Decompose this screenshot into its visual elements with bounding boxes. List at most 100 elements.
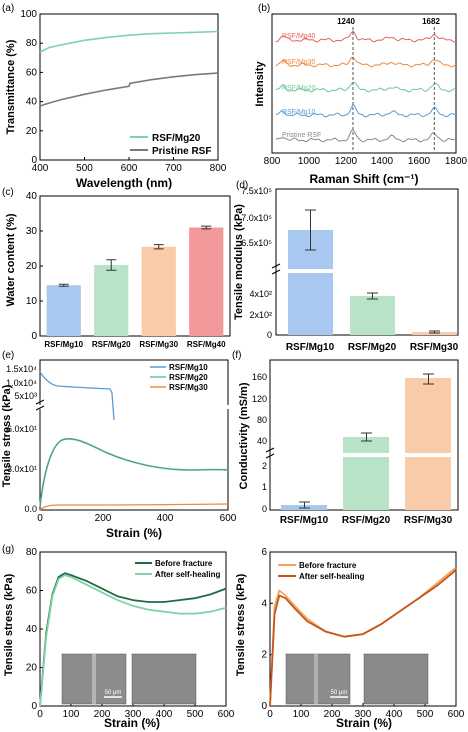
c-plot-ytick-label: 40 [26, 191, 38, 202]
d-ytick-upper-0: 7.5x10⁵ [241, 186, 272, 196]
panel-g-right-legend: Before fracture After self-healing [278, 561, 364, 581]
g2-plot-xtick-label: 100 [293, 709, 310, 720]
panel-e: (e) 1.5x10⁴ 1.0x10⁴ 5x10³ 6.0x10¹ 3.0x10… [1, 350, 237, 540]
panel-g-right-ylabel: Tensile stress (kPa) [235, 573, 247, 676]
b-tick-1600: 1600 [408, 156, 431, 167]
panel-e-ylabel: Tensile stress (kPa) [1, 384, 13, 487]
panel-b-label: (b) [258, 3, 270, 14]
c-plot-xtick-label: RSF/Mg20 [92, 340, 131, 349]
c-plot-xtick-label: RSF/Mg30 [139, 340, 178, 349]
panel-d-ylabel: Tensile modulus (kPa) [233, 204, 245, 320]
g1-plot-xtick-label: 100 [63, 709, 80, 720]
c-plot-errorbar-1 [106, 259, 117, 271]
e-ytick-upper-1: 1.0x10⁴ [6, 378, 37, 388]
e-curve-mg10 [39, 371, 115, 421]
panel-f-label: (f) [232, 350, 241, 361]
panel-a-ylabel: Transmittance (%) [5, 39, 17, 134]
f-error-mg30 [423, 373, 434, 385]
panel-g-label: (g) [2, 544, 14, 555]
panel-f: (f) 160 120 80 40 2 1 0 RSF/Mg10 RSF/Mg2… [232, 350, 459, 526]
b-label-mg30: RSF/Mg30 [282, 59, 316, 66]
d-bar-mg20 [350, 296, 395, 335]
d-xtick-mg30: RSF/Mg30 [410, 342, 459, 353]
g1-legend-label-before: Before fracture [155, 559, 213, 568]
g2-plot-ytick-label: 0 [261, 701, 267, 712]
e-break-band [36, 405, 232, 409]
c-plot-ytick-label: 20 [26, 261, 38, 272]
a-plot-xtick-label: 500 [76, 163, 93, 174]
f-ytick-upper-1: 120 [252, 394, 267, 404]
legend-label-rsf-mg20: RSF/Mg20 [152, 133, 201, 144]
e-axis-break-mark [35, 399, 45, 411]
c-plot-xtick-label: RSF/Mg10 [44, 340, 83, 349]
panel-c: (c) 0 10 20 30 40 RSF/Mg10 RSF/Mg20 RSF/Mg30 RSF… [2, 187, 231, 349]
g1-scale-label: 50 μm [105, 690, 122, 696]
e-ytick-upper-2: 5x10³ [14, 391, 37, 401]
b-label-mg10: RSF/Mg10 [282, 109, 316, 116]
panel-g-left-xlabel: Strain (%) [104, 716, 160, 730]
d-ytick-lower-0: 4x10² [249, 289, 272, 299]
g2-plot-xtick-label: 400 [386, 709, 403, 720]
b-tick-1200: 1200 [335, 156, 358, 167]
c-plot-errorbar-3 [201, 225, 212, 230]
d-error-mg30 [429, 330, 440, 334]
f-ytick-lower-2: 0 [262, 504, 267, 514]
b-label-pristine: Pristine RSF [282, 132, 321, 139]
g2-inset-crack-mark [314, 654, 318, 704]
b-spectrum-2 [275, 81, 457, 93]
panel-a-legend: RSF/Mg20 Pristine RSF [130, 133, 211, 157]
g1-inset-after [131, 653, 197, 705]
f-error-mg20 [361, 432, 372, 442]
e-xtick-600: 600 [220, 513, 237, 524]
b-tick-1000: 1000 [298, 156, 321, 167]
annotation-1240: 1240 [337, 17, 355, 26]
b-label-mg20: RSF/Mg20 [282, 85, 316, 92]
e-ytick-lower-1: 3.0x10¹ [7, 464, 37, 474]
b-spectrum-0 [275, 30, 457, 43]
a-plot-xtick-label: 400 [32, 163, 49, 174]
g2-plot-xtick-label: 0 [267, 709, 273, 720]
g1-plot-xtick-label: 400 [156, 709, 173, 720]
g1-plot-series-1 [39, 574, 227, 707]
c-plot-ytick-label: 10 [26, 296, 38, 307]
c-plot-bar-2 [141, 246, 176, 336]
f-ytick-lower-1: 1 [262, 482, 267, 492]
panel-d-yticks: 7.5x10⁵ 7.0x10⁵ 6.5x10⁵ 4x10² 2x10² 0 [241, 186, 281, 340]
a-plot-ytick-label: 40 [26, 97, 38, 108]
panel-d-bars [277, 209, 457, 335]
d-axis-break-mark [271, 263, 281, 275]
g1-plot-xtick-label: 500 [187, 709, 204, 720]
f-xtick-mg10: RSF/Mg10 [280, 515, 329, 526]
d-break-band [277, 269, 457, 273]
c-plot-bar-1 [94, 264, 129, 336]
panel-a-label: (a) [2, 3, 14, 14]
c-plot-ytick-label: 0 [31, 331, 37, 342]
g1-inset-crack-mark [92, 654, 96, 704]
e-xtick-400: 400 [157, 513, 174, 524]
e-xtick-0: 0 [37, 513, 43, 524]
g2-plot-ytick-label: 2 [261, 650, 267, 661]
g1-plot-ytick-label: 20 [26, 663, 38, 674]
panel-g-left: (g) 0 100 200 300 400 500 600 0 20 40 60 80 50 μm S… [2, 544, 235, 730]
g2-legend-label-after: After self-healing [299, 572, 364, 581]
c-plot-bar-3 [189, 227, 224, 336]
a-plot-xtick-label: 700 [165, 163, 182, 174]
f-bar-mg20 [343, 437, 389, 510]
d-error-mg10 [305, 209, 316, 251]
f-axis-break-mark [265, 447, 275, 459]
panel-d-label: (d) [236, 180, 248, 191]
e-ytick-upper-0: 1.5x10⁴ [6, 364, 37, 374]
d-ytick-lower-2: 0 [267, 330, 272, 340]
g1-plot-ytick-label: 60 [26, 586, 38, 597]
e-ytick-lower-0: 6.0x10¹ [7, 424, 37, 434]
g1-plot-ytick-label: 80 [26, 547, 38, 558]
b-spectrum-1 [275, 56, 457, 68]
c-plot-bar-0 [46, 285, 81, 336]
panel-a: (a) 400 500 600 700 800 0 20 40 60 80 100 Waveleng… [2, 3, 227, 190]
f-xtick-mg20: RSF/Mg20 [342, 515, 391, 526]
d-error-mg20 [367, 292, 378, 300]
panel-g-right-xlabel: Strain (%) [336, 716, 392, 730]
d-ytick-upper-1: 7.0x10⁵ [241, 213, 272, 223]
panel-b: (b) 800 1000 1200 1400 1600 1800 Raman S… [254, 3, 468, 186]
panel-g-left-ylabel: Tensile stress (kPa) [3, 573, 15, 676]
